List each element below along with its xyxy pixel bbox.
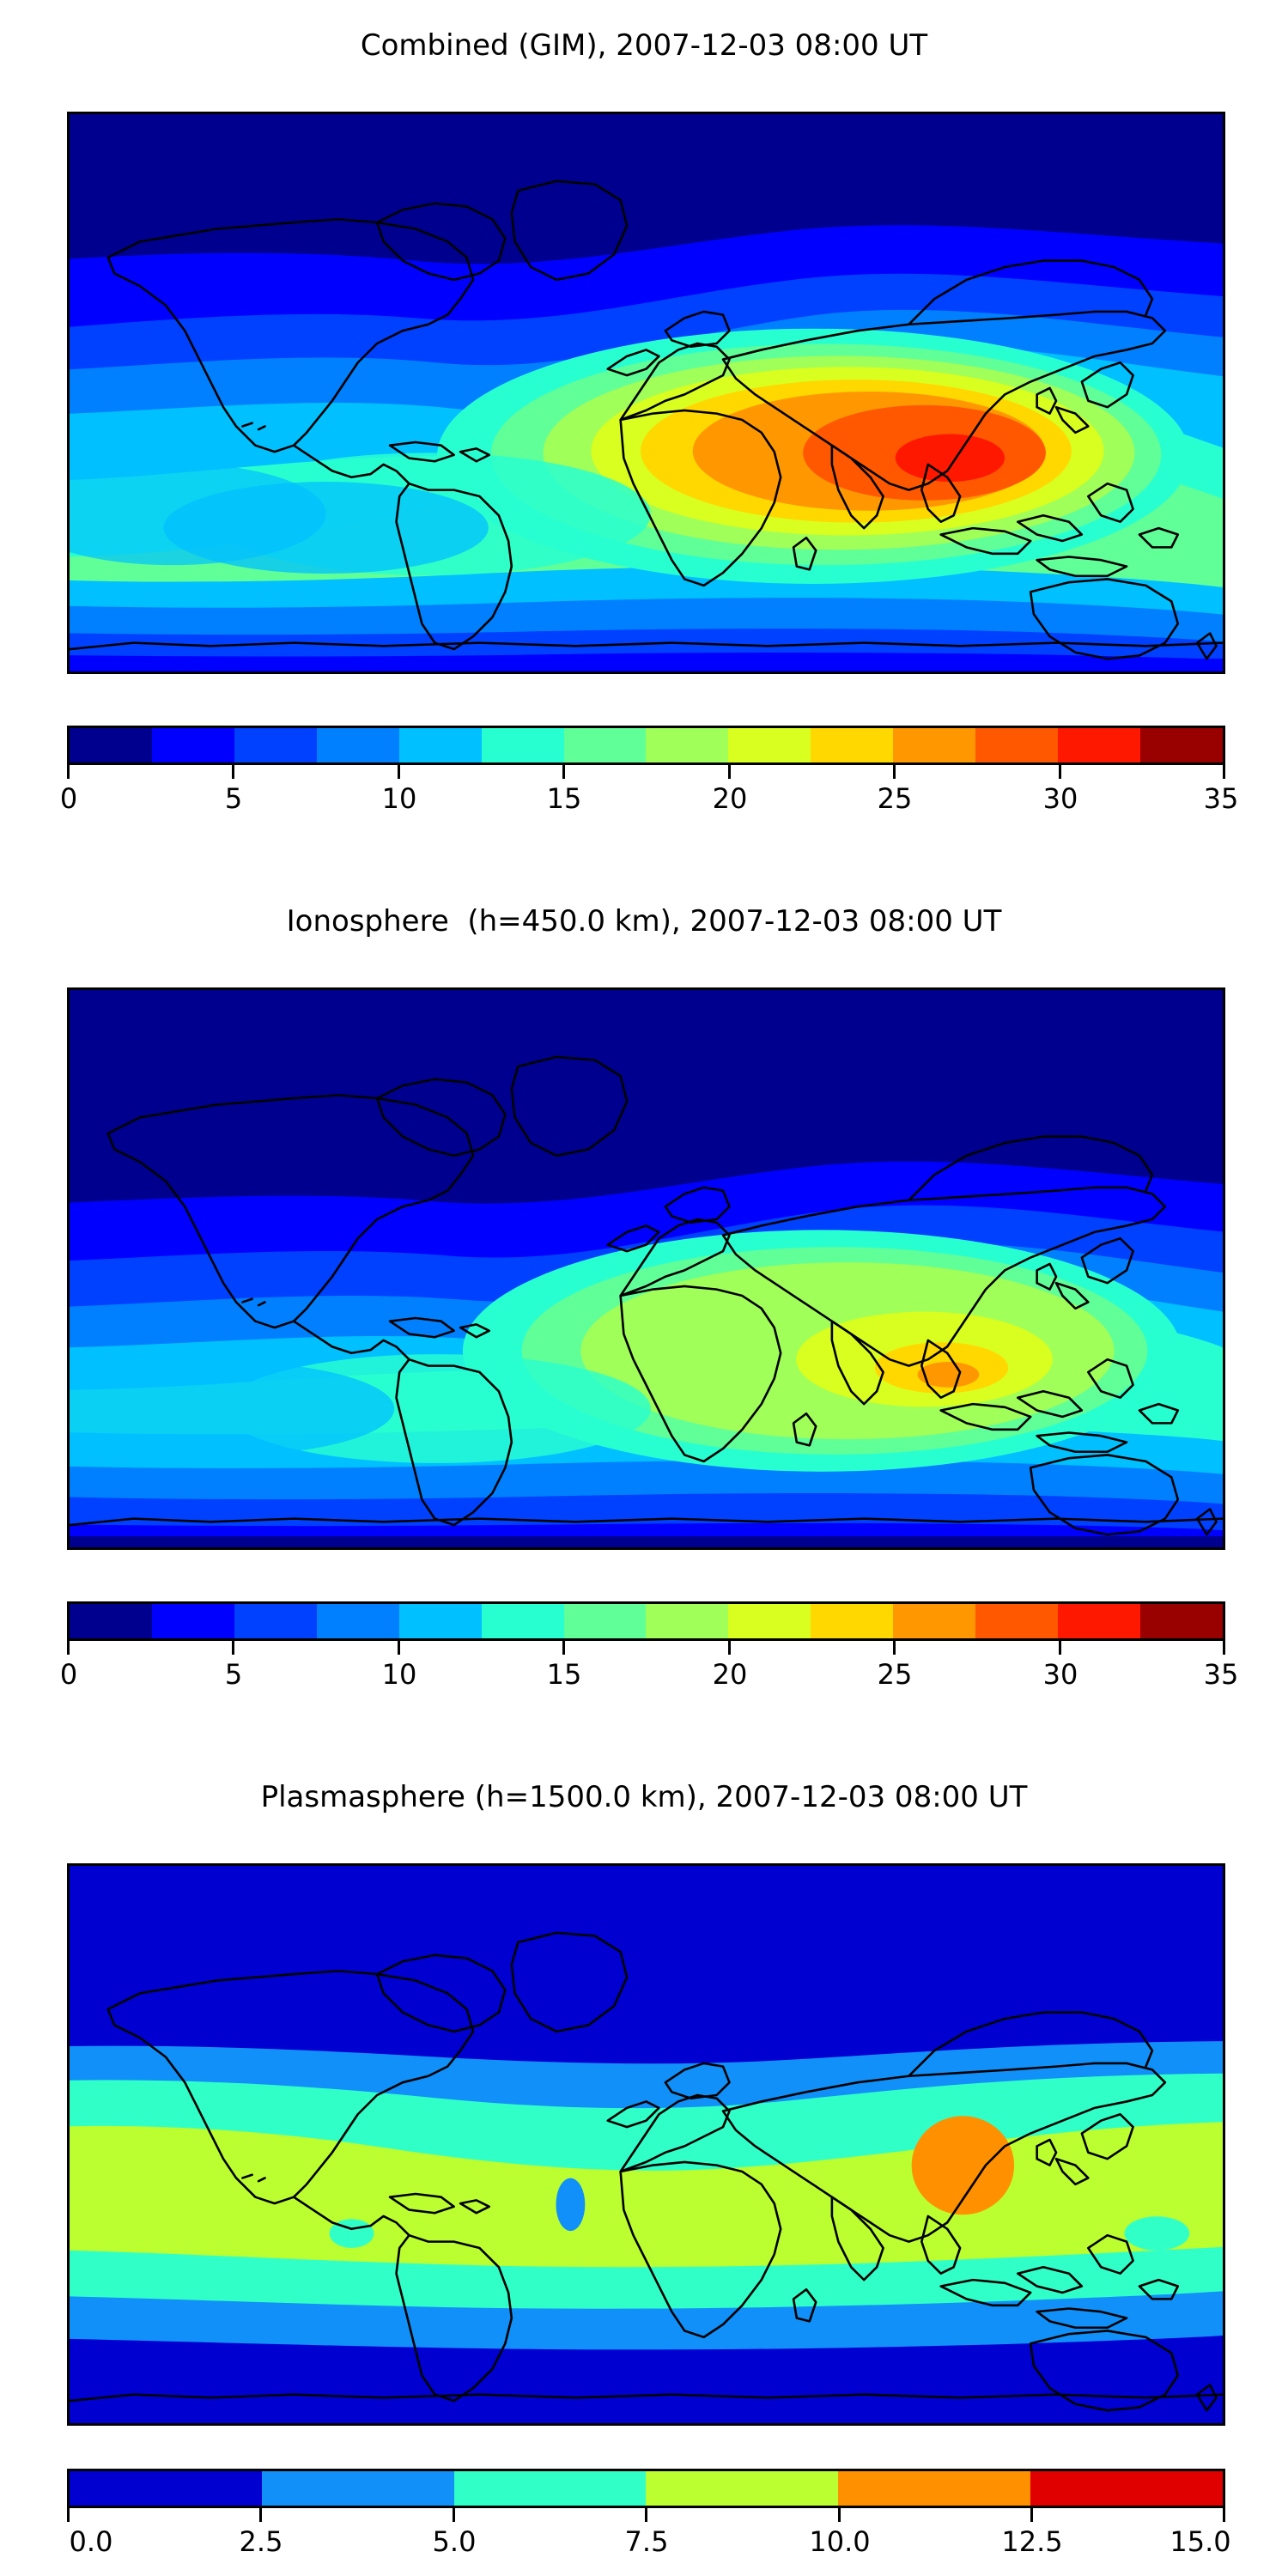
colorbar-segment (1058, 1604, 1140, 1638)
coastlines-plasmasphere (70, 1931, 1223, 2412)
colorbar-ticks-combined (67, 765, 1225, 781)
colorbar-segment (838, 2471, 1031, 2506)
colorbar-segment (151, 1604, 234, 1638)
colorbar-tick-label: 12.5 (1001, 2525, 1063, 2558)
tec-field-ionosphere (70, 990, 1223, 1547)
colorbar-tick-label: 10.0 (809, 2525, 871, 2558)
map-inner-combined (70, 114, 1223, 671)
colorbar-segment (646, 2471, 839, 2506)
coastlines-ionosphere (70, 1055, 1223, 1536)
colorbar-tick-label: 30 (1042, 1658, 1078, 1691)
colorbar-tick-label: 10 (381, 1658, 417, 1691)
colorbar-segment (811, 1604, 894, 1638)
panel-plasmasphere: Plasmasphere (h=1500.0 km), 2007-12-03 0… (0, 1752, 1288, 2576)
colorbar-segment (481, 728, 564, 762)
colorbar-swatches-plasmasphere (67, 2469, 1225, 2508)
colorbar-segment (728, 728, 811, 762)
colorbar-tick-label: 15.0 (1170, 2525, 1231, 2558)
colorbar-segment (398, 1604, 482, 1638)
colorbar-segment (1139, 728, 1223, 762)
colorbar-tick-label: 15 (546, 782, 582, 815)
colorbar-tick-label: 0 (59, 1658, 78, 1691)
map-plot-plasmasphere (67, 1863, 1225, 2426)
colorbar-tick-label: 5.0 (432, 2525, 477, 2558)
colorbar-tick-label: 35 (1203, 782, 1239, 815)
colorbar-tick-label: 2.5 (239, 2525, 283, 2558)
colorbar-segment (453, 2471, 647, 2506)
colorbar-segment (563, 728, 647, 762)
colorbar-tick-label: 0.0 (69, 2525, 113, 2558)
colorbar-segment (70, 728, 152, 762)
panel-title-plasmasphere: Plasmasphere (h=1500.0 km), 2007-12-03 0… (260, 1780, 1028, 1814)
colorbar-segment (70, 1604, 152, 1638)
colorbar-tick-label: 30 (1042, 782, 1078, 815)
colorbar-segment (646, 1604, 729, 1638)
colorbar-segment (893, 1604, 976, 1638)
colorbar-segment (646, 728, 729, 762)
colorbar-segment (1139, 1604, 1223, 1638)
tec-field-plasmasphere (70, 1866, 1223, 2423)
map-inner-ionosphere (70, 990, 1223, 1547)
colorbar-segment (1030, 2471, 1223, 2506)
colorbar-segment (481, 1604, 564, 1638)
colorbar-tick-label: 15 (546, 1658, 582, 1691)
colorbar-labels-ionosphere: 0 5 10 15 20 25 30 35 (60, 1658, 1239, 1696)
colorbar-tick-label: 35 (1203, 1658, 1239, 1691)
colorbar-segment (234, 728, 317, 762)
colorbar-segment (398, 728, 482, 762)
colorbar-swatches-combined (67, 726, 1225, 765)
colorbar-segment (70, 2471, 262, 2506)
colorbar-segment (975, 1604, 1059, 1638)
colorbar-tick-label: 25 (877, 1658, 913, 1691)
panel-combined-gim: Combined (GIM), 2007-12-03 08:00 UT (0, 0, 1288, 859)
colorbar-segment (728, 1604, 811, 1638)
coastlines-combined (70, 179, 1223, 660)
colorbar-swatches-ionosphere (67, 1601, 1225, 1641)
colorbar-segment (316, 728, 399, 762)
colorbar-tick-label: 7.5 (624, 2525, 669, 2558)
panel-title-combined: Combined (GIM), 2007-12-03 08:00 UT (360, 28, 928, 63)
map-inner-plasmasphere (70, 1866, 1223, 2423)
colorbar-segment (261, 2471, 454, 2506)
colorbar-segment (975, 728, 1059, 762)
colorbar-segment (893, 728, 976, 762)
colorbar-tick-label: 10 (381, 782, 417, 815)
colorbar-segment (316, 1604, 399, 1638)
colorbar-tick-label: 0 (59, 782, 78, 815)
colorbar-segment (563, 1604, 647, 1638)
colorbar-tick-label: 25 (877, 782, 913, 815)
colorbar-segment (811, 728, 894, 762)
colorbar-labels-plasmasphere: 0.0 2.5 5.0 7.5 10.0 12.5 15.0 (67, 2525, 1231, 2563)
panel-ionosphere: Ionosphere (h=450.0 km), 2007-12-03 08:0… (0, 876, 1288, 1735)
colorbar-ticks-ionosphere (67, 1641, 1225, 1656)
colorbar-tick-label: 5 (224, 1658, 243, 1691)
map-plot-combined (67, 112, 1225, 674)
colorbar-segment (151, 728, 234, 762)
map-plot-ionosphere (67, 987, 1225, 1550)
colorbar-segment (234, 1604, 317, 1638)
colorbar-labels-combined: 0 5 10 15 20 25 30 35 (60, 782, 1239, 820)
colorbar-tick-label: 5 (224, 782, 243, 815)
colorbar-segment (1058, 728, 1140, 762)
colorbar-tick-label: 20 (712, 1658, 748, 1691)
colorbar-tick-label: 20 (712, 782, 748, 815)
colorbar-ticks-plasmasphere (67, 2508, 1225, 2524)
panel-title-ionosphere: Ionosphere (h=450.0 km), 2007-12-03 08:0… (286, 904, 1002, 939)
